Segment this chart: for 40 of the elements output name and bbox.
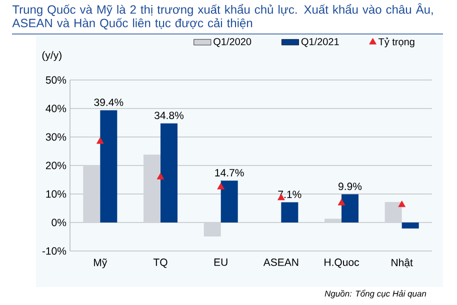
bar (204, 222, 221, 236)
y-tick-label: 10% (46, 190, 66, 198)
data-label: 39.4% (94, 98, 124, 106)
x-tick-label: H.Quoc (324, 258, 360, 268)
bar (402, 222, 419, 228)
x-tick-label: ASEAN (263, 258, 298, 266)
x-tick-label: TQ (153, 258, 168, 268)
y-tick-label: 40% (46, 104, 66, 112)
legend-label: Tỷ trọng (378, 38, 414, 48)
y-tick-label: 50% (46, 76, 66, 84)
x-tick-label: Mỹ (94, 258, 108, 268)
data-label: 14.7% (215, 169, 244, 176)
y-tick-label: -10% (42, 247, 66, 255)
bar (220, 180, 238, 222)
legend-label: Q1/2021 (301, 38, 339, 47)
bar (281, 202, 298, 222)
x-tick-label: EU (214, 258, 228, 266)
point (338, 198, 346, 206)
point (217, 182, 224, 190)
bar (144, 154, 161, 222)
bar (342, 194, 359, 222)
bar (384, 202, 402, 222)
data-label: 7.1% (278, 190, 302, 198)
text: Nguồn: Tổng cục Hải quan (324, 290, 426, 298)
bar (83, 165, 100, 222)
legend-label: Q1/2020 (214, 38, 252, 47)
point (398, 200, 406, 208)
point (156, 172, 164, 180)
y-axis-title: (y/y) (42, 51, 62, 61)
y-tick-label: 20% (46, 162, 66, 170)
chart-title: Trung Quốc và Mỹ là 2 thị trương xuất khẩu chủ lực. Xuất khẩu vào châu Âu, ASEAN và Hàn Quốc liên tục được cải thiện (12, 3, 433, 30)
data-label: 34.8% (154, 112, 184, 120)
data-label: 9.9% (338, 182, 362, 190)
y-tick-label: 30% (46, 133, 66, 141)
bar (324, 218, 342, 222)
bar (160, 123, 178, 222)
bar (100, 110, 118, 222)
point (96, 137, 104, 144)
x-tick-label: Nhật (392, 258, 413, 268)
y-tick-label: 0% (52, 218, 66, 226)
